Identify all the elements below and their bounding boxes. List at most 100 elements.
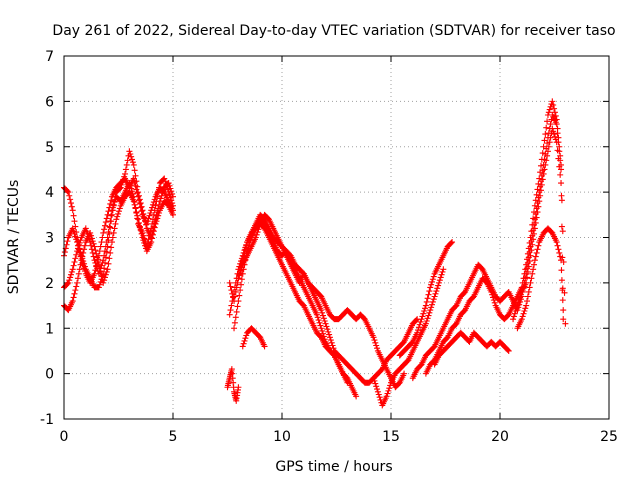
data-point	[67, 196, 74, 203]
data-point	[386, 385, 393, 392]
data-point	[139, 207, 146, 214]
data-point	[235, 384, 242, 391]
data-point	[66, 277, 73, 284]
data-point	[416, 321, 423, 328]
data-point	[116, 185, 123, 192]
data-point	[536, 198, 543, 205]
data-point	[524, 268, 531, 275]
data-point	[153, 198, 160, 205]
data-point	[528, 275, 535, 282]
data-point	[424, 295, 431, 302]
data-point	[521, 270, 528, 277]
y-tick-label: 7	[45, 49, 54, 65]
data-point	[128, 153, 135, 160]
data-point	[77, 261, 84, 268]
data-point	[538, 156, 545, 163]
data-point	[65, 189, 72, 196]
data-point	[78, 257, 85, 264]
data-point	[149, 231, 156, 238]
data-point	[72, 255, 79, 262]
data-point	[69, 207, 76, 214]
data-point	[130, 161, 137, 168]
data-point	[550, 102, 557, 109]
data-point	[239, 257, 246, 264]
data-point	[540, 170, 547, 177]
data-point	[163, 183, 170, 190]
data-point	[231, 319, 238, 326]
data-point	[148, 225, 155, 232]
y-tick-label: 4	[45, 185, 54, 201]
data-point	[539, 150, 546, 157]
data-point	[539, 176, 546, 183]
data-point	[238, 276, 245, 283]
series-track-17	[510, 125, 565, 323]
data-point	[63, 241, 70, 248]
data-point	[547, 134, 554, 141]
data-point	[323, 323, 330, 330]
x-tick-label: 0	[60, 429, 69, 445]
y-tick-label: -1	[40, 412, 54, 428]
data-point	[148, 239, 155, 246]
data-point	[73, 251, 80, 258]
data-point	[68, 203, 75, 210]
data-point	[427, 284, 434, 291]
data-point	[158, 192, 165, 199]
data-point	[102, 219, 109, 226]
data-point	[370, 375, 377, 382]
data-point	[102, 271, 109, 278]
data-point	[97, 265, 104, 272]
data-point	[100, 229, 107, 236]
data-point	[553, 116, 560, 123]
data-point	[436, 277, 443, 284]
data-point	[236, 292, 243, 299]
data-point	[101, 222, 108, 229]
data-point	[516, 297, 523, 304]
series-track-10	[239, 325, 268, 350]
series-track-9	[224, 366, 242, 404]
data-point	[327, 337, 334, 344]
y-tick-label: 2	[45, 276, 54, 292]
data-point	[430, 273, 437, 280]
data-point	[149, 220, 156, 227]
data-point	[521, 308, 528, 315]
data-point	[554, 125, 561, 132]
data-point	[117, 184, 124, 191]
data-point	[374, 345, 381, 352]
data-point	[73, 229, 80, 236]
data-point	[322, 320, 329, 327]
data-point	[92, 247, 99, 254]
data-point	[72, 287, 79, 294]
data-point	[488, 288, 495, 295]
data-point	[425, 312, 432, 319]
data-point	[99, 259, 106, 266]
data-point	[524, 293, 531, 300]
data-point	[559, 287, 566, 294]
data-point	[75, 242, 82, 249]
data-point	[546, 106, 553, 113]
data-point	[557, 171, 564, 178]
data-point	[370, 334, 377, 341]
data-point	[66, 192, 73, 199]
data-point	[108, 239, 115, 246]
data-point	[541, 166, 548, 173]
data-point	[534, 209, 541, 216]
data-point	[330, 345, 337, 352]
data-point	[149, 216, 156, 223]
data-point	[146, 212, 153, 219]
data-point	[353, 393, 360, 400]
data-point	[421, 308, 428, 315]
data-point	[319, 309, 326, 316]
data-point	[61, 249, 68, 256]
data-point	[425, 291, 432, 298]
data-point	[320, 315, 327, 322]
y-tick-label: 6	[45, 94, 54, 110]
data-point	[423, 298, 430, 305]
data-point	[558, 192, 565, 199]
data-point	[558, 180, 565, 187]
data-point	[149, 201, 156, 208]
data-point	[371, 377, 378, 384]
data-point	[167, 185, 174, 192]
data-point	[154, 215, 161, 222]
data-point	[108, 197, 115, 204]
